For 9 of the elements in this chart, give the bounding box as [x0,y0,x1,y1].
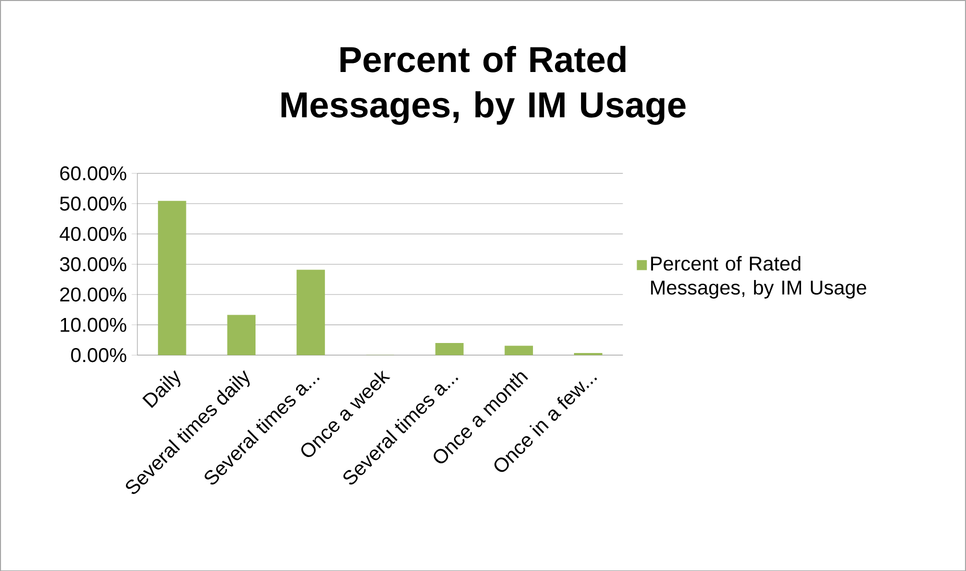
y-tick-label: 40.00% [60,226,126,241]
y-tick-label: 20.00% [60,287,126,302]
y-tick-label: 50.00% [60,196,126,210]
y-tick-label: 60.00% [60,166,126,180]
legend-label: Percent of Rated Messages, by IM Usage [651,256,866,298]
chart-title: Percent of Rated Messages, by IM Usage [282,46,686,125]
y-tick-label: 10.00% [60,318,126,332]
y-tick-label: 0.00% [71,348,126,362]
y-tick-label: 30.00% [60,256,126,272]
